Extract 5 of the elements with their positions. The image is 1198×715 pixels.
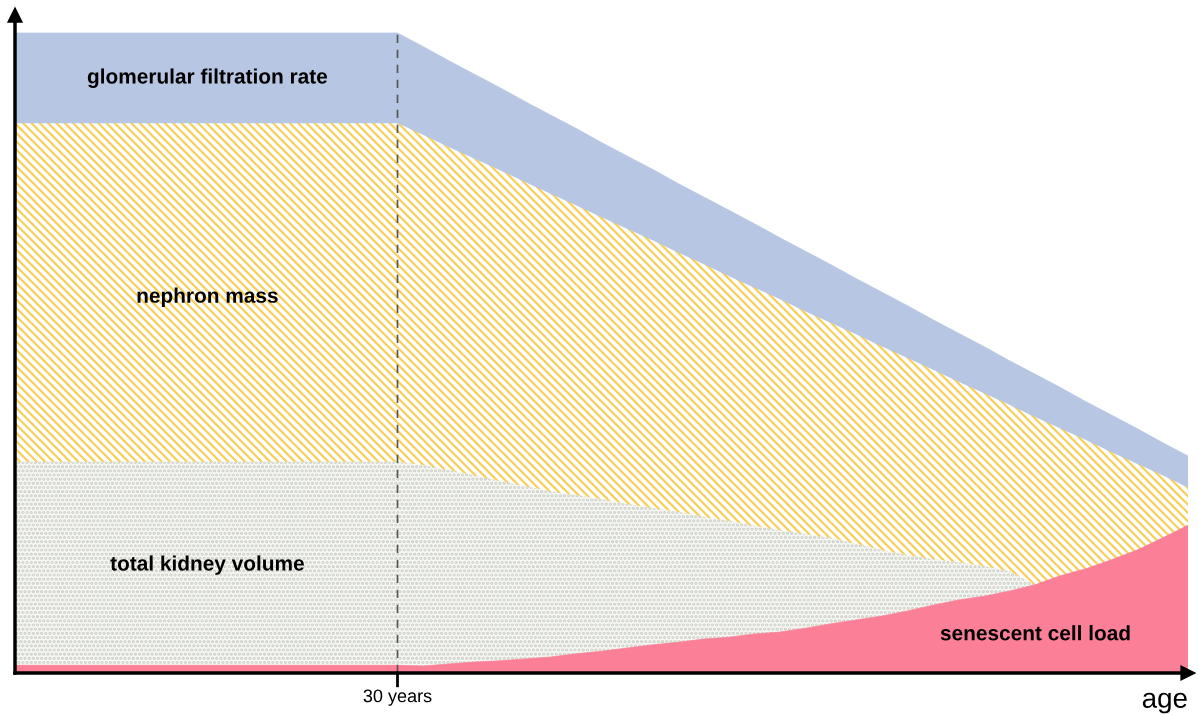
series-label: senescent cell load [940, 625, 1130, 641]
text: 30 years [363, 689, 432, 706]
series-label: total kidney volume [110, 555, 304, 575]
series-label: glomerular filtration rate [87, 68, 328, 88]
x-axis-title: age [1142, 692, 1187, 714]
